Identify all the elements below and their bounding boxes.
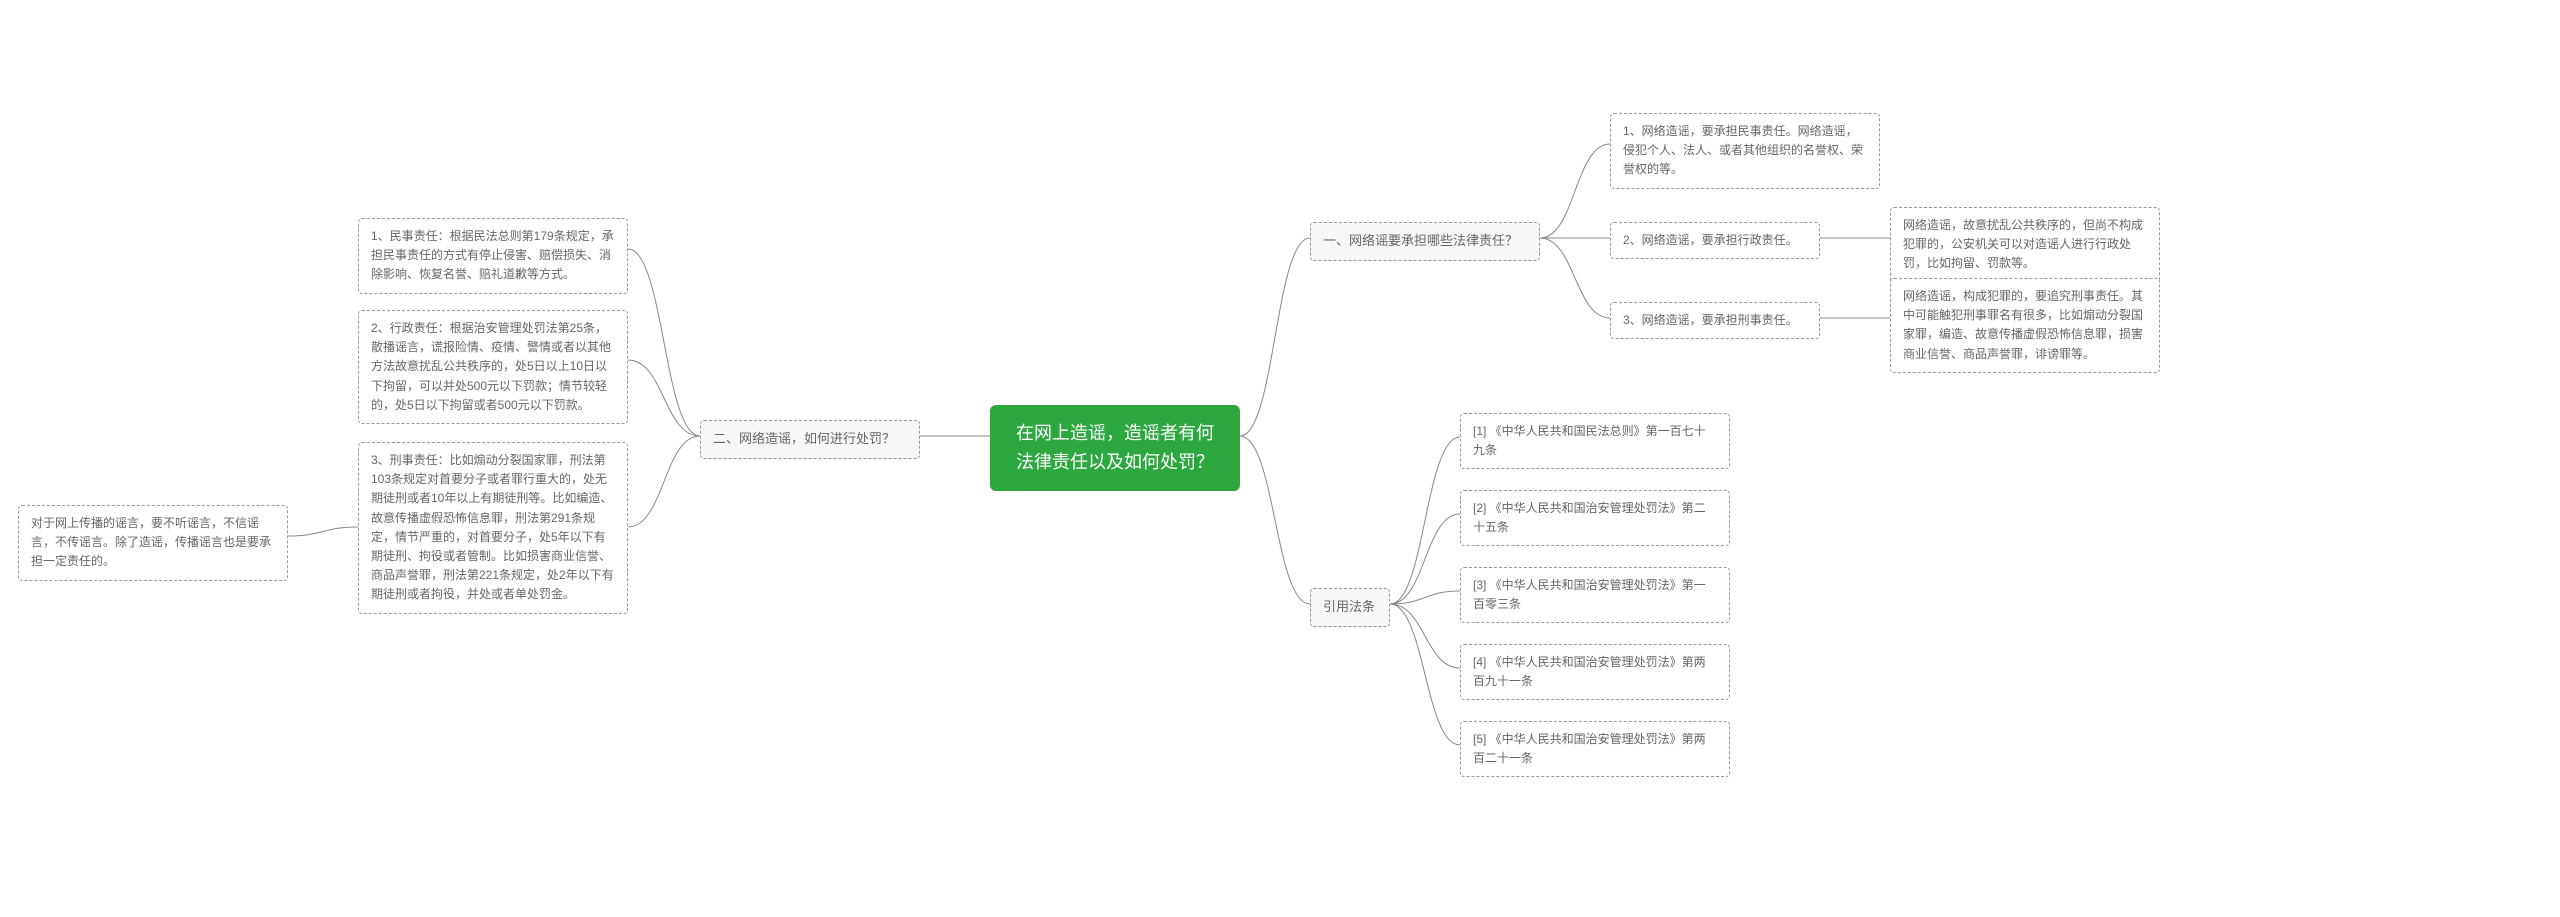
branch-left-0: 二、网络造谣，如何进行处罚？ bbox=[700, 420, 920, 459]
mindmap-container: 在网上造谣，造谣者有何法律责任以及如何处罚？ 一、网络谣要承担哪些法律责任？ 1、网… bbox=[0, 0, 2560, 917]
leaf-right-0-0: 1、网络造谣，要承担民事责任。网络造谣，侵犯个人、法人、或者其他组织的名誉权、荣… bbox=[1610, 113, 1880, 189]
leaf-left-0-2-0: 对于网上传播的谣言，要不听谣言，不信谣言，不传谣言。除了造谣，传播谣言也是要承担… bbox=[18, 505, 288, 581]
leaf-left-0-2: 3、刑事责任：比如煽动分裂国家罪，刑法第103条规定对首要分子或者罪行重大的，处… bbox=[358, 442, 628, 614]
leaf-right-1-4: [5] 《中华人民共和国治安管理处罚法》第两百二十一条 bbox=[1460, 721, 1730, 777]
branch-right-0: 一、网络谣要承担哪些法律责任？ bbox=[1310, 222, 1540, 261]
root-node: 在网上造谣，造谣者有何法律责任以及如何处罚？ bbox=[990, 405, 1240, 491]
leaf-left-0-0: 1、民事责任：根据民法总则第179条规定，承担民事责任的方式有停止侵害、赔偿损失… bbox=[358, 218, 628, 294]
leaf-left-0-1: 2、行政责任：根据治安管理处罚法第25条，散播谣言，谎报险情、疫情、警情或者以其… bbox=[358, 310, 628, 424]
leaf-right-1-2: [3] 《中华人民共和国治安管理处罚法》第一百零三条 bbox=[1460, 567, 1730, 623]
branch-right-1: 引用法条 bbox=[1310, 588, 1390, 627]
leaf-right-0-2: 3、网络造谣，要承担刑事责任。 bbox=[1610, 302, 1820, 339]
leaf-right-1-0: [1] 《中华人民共和国民法总则》第一百七十九条 bbox=[1460, 413, 1730, 469]
leaf-right-0-1: 2、网络造谣，要承担行政责任。 bbox=[1610, 222, 1820, 259]
leaf-right-1-1: [2] 《中华人民共和国治安管理处罚法》第二十五条 bbox=[1460, 490, 1730, 546]
leaf-right-1-3: [4] 《中华人民共和国治安管理处罚法》第两百九十一条 bbox=[1460, 644, 1730, 700]
leaf-right-0-2-0: 网络造谣，构成犯罪的，要追究刑事责任。其中可能触犯刑事罪名有很多，比如煽动分裂国… bbox=[1890, 278, 2160, 373]
leaf-right-0-1-0: 网络造谣，故意扰乱公共秩序的，但尚不构成犯罪的，公安机关可以对造谣人进行行政处罚… bbox=[1890, 207, 2160, 283]
